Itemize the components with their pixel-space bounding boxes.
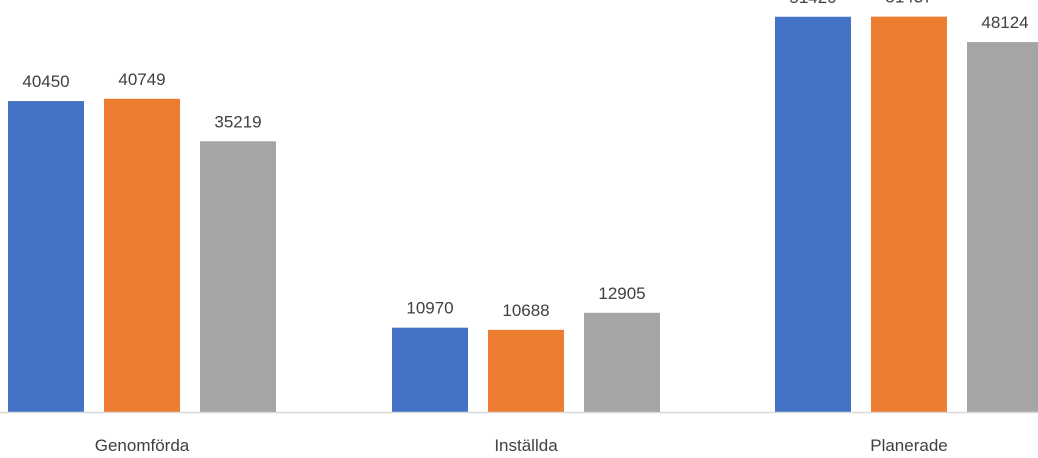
bar-genomförda-3 (200, 141, 276, 412)
bar-genomförda-2 (104, 98, 180, 412)
bar-inställda-3 (584, 312, 660, 412)
data-label-inställda-1: 10970 (406, 299, 453, 318)
bar-inställda-1 (392, 327, 468, 412)
data-label-inställda-3: 12905 (598, 284, 645, 303)
data-label-genomförda-3: 35219 (214, 112, 261, 131)
bars-group (8, 16, 1038, 413)
x-axis-tick-labels: Genomförda Inställda Planerade (95, 436, 948, 455)
data-label-planerade-2: 51437 (885, 0, 932, 7)
bar-genomförda-1 (8, 101, 84, 412)
x-tick-label-genomförda: Genomförda (95, 436, 190, 455)
x-tick-label-inställda: Inställda (494, 436, 558, 455)
bar-planerade-1 (775, 16, 851, 413)
bar-planerade-3 (967, 42, 1038, 412)
data-label-genomförda-1: 40450 (22, 72, 69, 91)
data-labels-group: 40450 40749 35219 10970 10688 12905 51420 51437… (22, 0, 1028, 320)
bar-inställda-2 (488, 329, 564, 412)
bar-planerade-2 (871, 16, 947, 413)
data-label-inställda-2: 10688 (502, 301, 549, 320)
x-tick-label-planerade: Planerade (870, 436, 948, 455)
data-label-planerade-3: 48124 (981, 13, 1028, 32)
data-label-planerade-1: 51420 (789, 0, 836, 7)
data-label-genomförda-2: 40749 (118, 70, 165, 89)
